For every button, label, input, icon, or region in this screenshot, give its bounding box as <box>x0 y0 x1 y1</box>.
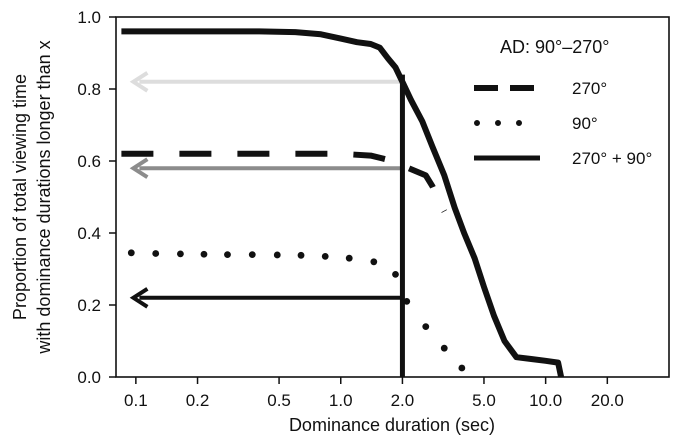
legend-label-combined: 270° + 90° <box>572 149 652 168</box>
arrow-head-3 <box>129 287 149 309</box>
y-tick-label-0-0: 0.0 <box>77 368 101 387</box>
series-90-point-2 <box>152 250 160 257</box>
x-tick-label-0-1: 0.1 <box>124 391 148 410</box>
x-tick-label-0-5: 0.5 <box>267 391 291 410</box>
y-tick-label-0-8: 0.8 <box>77 80 101 99</box>
legend-label-270: 270° <box>572 79 607 98</box>
x-tick-label-1-0: 1.0 <box>329 391 353 410</box>
series-90-point-4 <box>200 250 208 258</box>
series-90-point-8 <box>297 251 305 259</box>
plot-frame <box>115 16 670 378</box>
y-axis-label-line1: Proportion of total viewing time <box>10 74 30 320</box>
arrow-head-2 <box>129 157 149 179</box>
series-270-line <box>121 150 447 213</box>
x-tick-label-10-0: 10.0 <box>529 391 562 410</box>
series-90-point-5 <box>224 251 231 258</box>
y-tick-label-0-4: 0.4 <box>77 224 101 243</box>
series-90-point-14 <box>422 323 430 330</box>
series-90-point-11 <box>370 258 378 266</box>
series-90-point-6 <box>248 251 256 258</box>
x-ticks: 0.1 0.2 0.5 1.0 2.0 5.0 10.0 20.0 <box>124 377 624 410</box>
y-tick-label-0-6: 0.6 <box>77 152 101 171</box>
series-90-point-3 <box>177 250 184 258</box>
series-90-point-16 <box>458 364 466 372</box>
x-axis-label: Dominance duration (sec) <box>289 415 495 435</box>
series-90-point-1 <box>127 249 135 257</box>
series-90-point-9 <box>321 253 329 260</box>
x-tick-label-5-0: 5.0 <box>472 391 496 410</box>
x-tick-label-2-0: 2.0 <box>391 391 415 410</box>
series-90-point-7 <box>273 251 281 259</box>
x-tick-label-20-0: 20.0 <box>591 391 624 410</box>
series-layer <box>121 28 565 377</box>
series-90-point-13 <box>403 298 411 305</box>
arrows <box>129 71 403 309</box>
y-ticks: 0.0 0.2 0.4 0.6 0.8 1.0 <box>77 8 116 387</box>
series-90-point-10 <box>345 254 353 262</box>
legend: AD: 90°–270° 270° 90° 270° + 90° <box>474 37 652 168</box>
legend-label-90: 90° <box>572 114 598 133</box>
series-270-90-line <box>121 28 565 377</box>
y-tick-label-1-0: 1.0 <box>77 8 101 27</box>
x-tick-label-0-2: 0.2 <box>186 391 210 410</box>
arrow-head-1 <box>129 71 149 93</box>
series-90-point-15 <box>440 344 448 352</box>
series-90-point-12 <box>392 271 399 278</box>
y-axis-label-line2: with dominance durations longer than x <box>34 40 54 354</box>
y-tick-label-0-2: 0.2 <box>77 296 101 315</box>
legend-title: AD: 90°–270° <box>500 37 609 57</box>
